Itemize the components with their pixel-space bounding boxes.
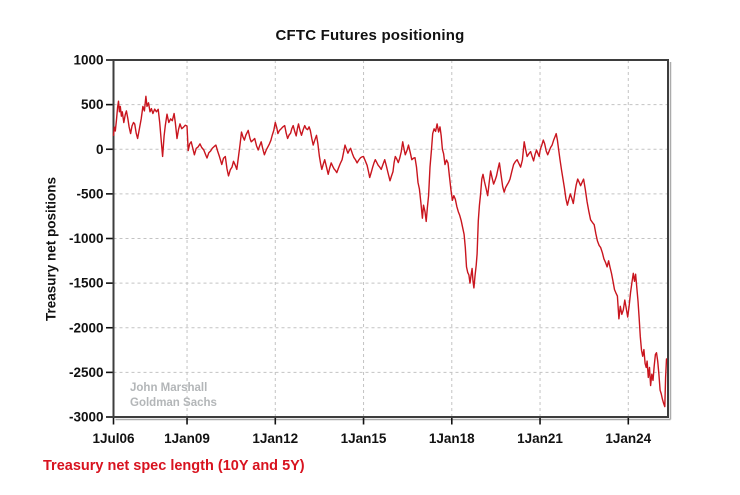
watermark: John Marshall Goldman Sachs: [130, 381, 217, 410]
x-tick-label: 1Jan15: [341, 431, 387, 446]
plot-border: [112, 59, 669, 418]
y-tick-label: 500: [81, 97, 104, 112]
y-tick-label: -2500: [69, 365, 104, 380]
y-axis-title: Treasury net positions: [43, 176, 59, 322]
x-tick-label: 1Jul06: [92, 431, 135, 446]
chart-title: CFTC Futures positioning: [275, 27, 465, 44]
x-tick-label: 1Jan12: [252, 431, 298, 446]
series-line: [112, 95, 668, 408]
y-tick-label: 0: [96, 142, 104, 157]
y-tick-label: -1000: [69, 231, 104, 246]
y-tick-label: -500: [76, 186, 103, 201]
y-tick-label: 1000: [73, 53, 103, 68]
y-tick-label: -1500: [69, 276, 104, 291]
x-tick-label: 1Jan09: [164, 431, 210, 446]
x-tick-label: 1Jan18: [429, 431, 475, 446]
watermark-line1: John Marshall: [130, 382, 208, 394]
x-tick-label: 1Jan21: [517, 431, 563, 446]
watermark-line2: Goldman Sachs: [130, 396, 217, 409]
chart-caption: Treasury net spec length (10Y and 5Y): [43, 458, 305, 474]
y-tick-label: -3000: [69, 410, 104, 425]
x-tick-label: 1Jan24: [605, 431, 651, 446]
y-tick-label: -2000: [69, 320, 104, 335]
